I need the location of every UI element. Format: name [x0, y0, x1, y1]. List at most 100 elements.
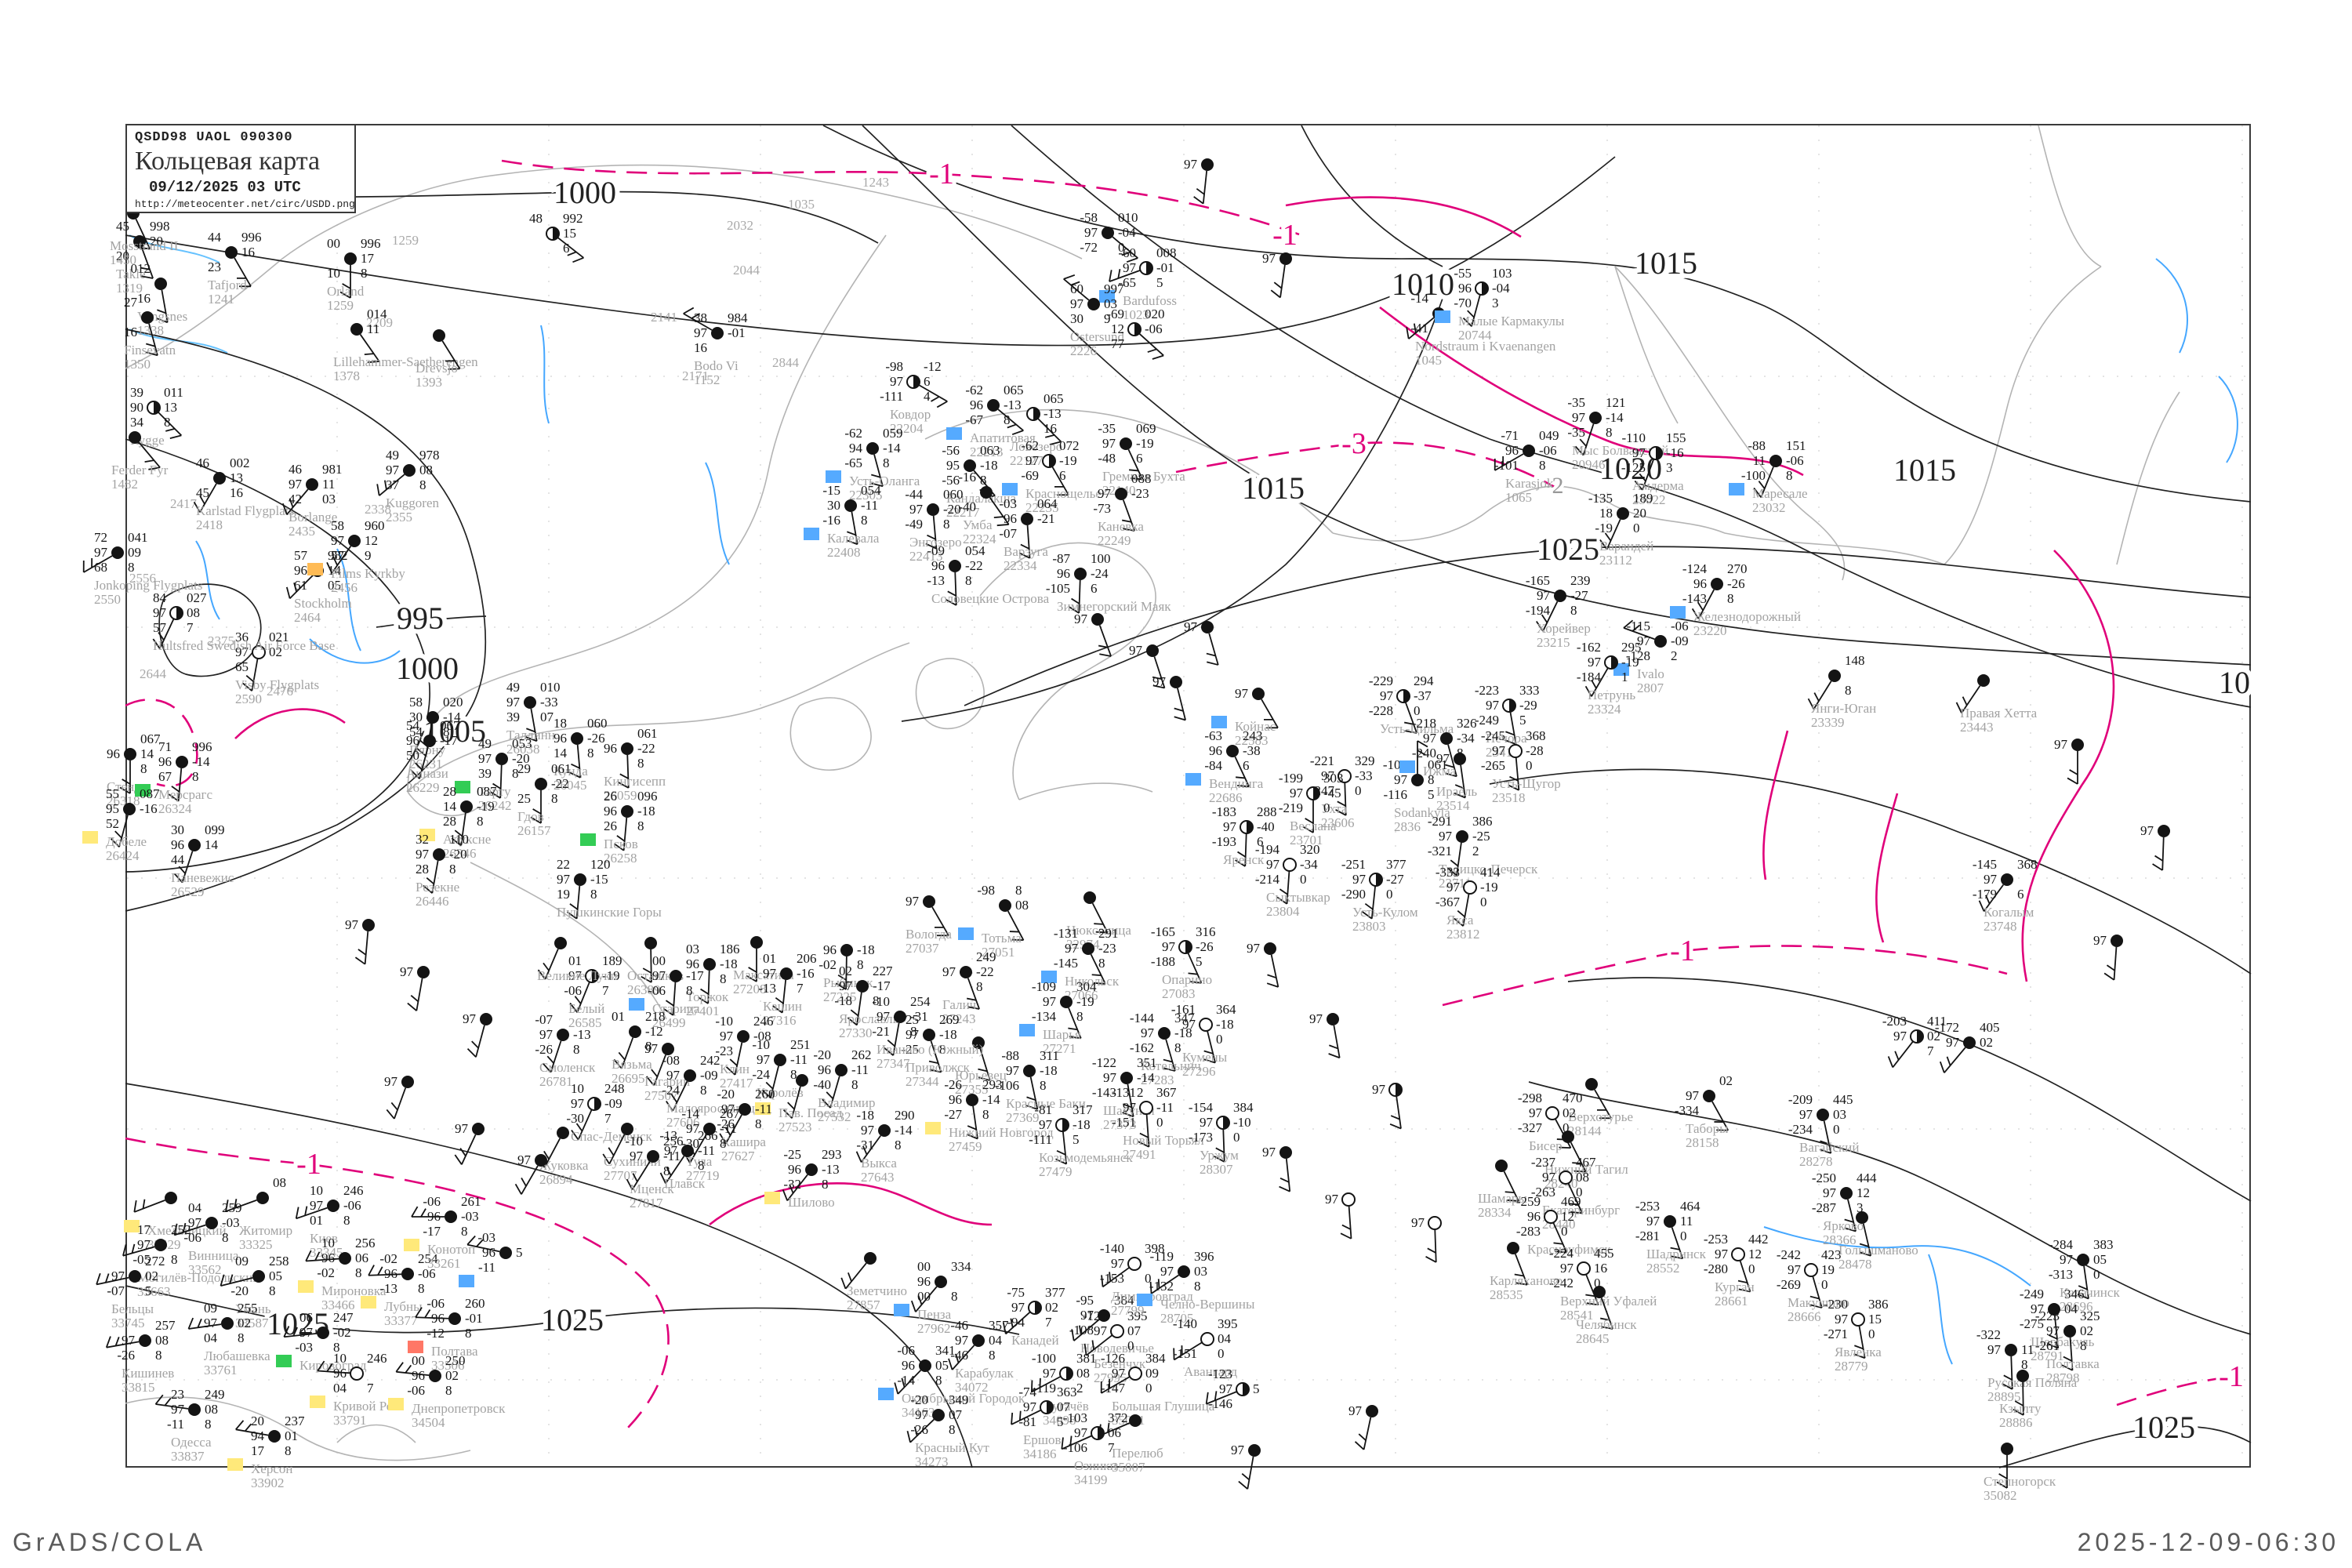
wind-barb-feather	[571, 763, 580, 769]
wind-barb	[1068, 1007, 1082, 1039]
wind-barb-feather	[871, 482, 884, 488]
wind-barb-feather	[367, 361, 379, 364]
station-id: 27355	[955, 1082, 989, 1097]
station-id: 27037	[906, 941, 939, 956]
station-value-right: 12	[1857, 1185, 1870, 1200]
wind-barb	[544, 949, 559, 980]
wind-barb	[284, 1332, 318, 1338]
station-name: Таллинн	[506, 728, 555, 742]
station-value-left: 96	[1209, 743, 1222, 758]
front-line	[1442, 945, 2008, 1007]
station-id: 23803	[1352, 919, 1386, 934]
wind-barb	[1582, 423, 1595, 456]
station-name: Хорейвер	[1537, 621, 1591, 636]
wind-barb-feather	[225, 1200, 229, 1212]
wind-barb	[1594, 1089, 1612, 1119]
station-name: Вязьма	[612, 1057, 652, 1072]
station-value-left: -333	[1436, 865, 1460, 880]
wind-barb-feather	[110, 837, 120, 848]
station-name: Пенза	[917, 1307, 952, 1322]
station-value-right: 014	[367, 307, 387, 321]
wind-barb	[1165, 1039, 1176, 1072]
station-value-right: 8	[822, 1177, 829, 1192]
station-name: Русская Поляна	[1987, 1375, 2078, 1390]
station-value-right: 03	[322, 492, 336, 506]
station-value-left: -131	[1054, 926, 1078, 941]
station-value-right: -03	[461, 1209, 479, 1224]
map-title: Кольцевая карта	[135, 147, 321, 176]
station-value-right: 258	[269, 1254, 289, 1269]
station-id: 35082	[1984, 1488, 2017, 1503]
cloud-cover-symbol	[1585, 1078, 1598, 1091]
station-name: Вагайский	[1799, 1140, 1860, 1155]
station-value-left: 97	[235, 644, 249, 659]
station-value-left: -242	[1549, 1276, 1573, 1290]
station-value-left: 55	[106, 786, 119, 801]
cloud-cover-symbol	[1440, 732, 1453, 745]
wind-barb-feather	[928, 1060, 938, 1065]
station-value-right: 110	[449, 832, 469, 847]
station-value-right: 053	[512, 736, 532, 751]
station-name: Kuggoren	[386, 495, 439, 510]
isobar-label: 1010	[1392, 267, 1454, 302]
station-name: Borlange	[289, 510, 337, 524]
wind-barb-feather	[410, 769, 420, 779]
wind-barb-feather	[1207, 661, 1219, 666]
station-value-left: 97	[1646, 1214, 1661, 1229]
isobar-label: 1025	[541, 1302, 604, 1338]
station-value-right: 251	[790, 1037, 811, 1052]
cloud-cover-half	[1376, 873, 1382, 886]
station-value-left: 97	[153, 605, 167, 620]
coastline	[2116, 391, 2180, 565]
station-value-left: 20	[251, 1414, 264, 1428]
station-value-right: 8	[140, 761, 147, 776]
station-value-left: 10	[321, 1236, 335, 1250]
station-value-left: -221	[1310, 753, 1334, 768]
station-value-left: -48	[1098, 451, 1116, 466]
station-value-right: 189	[1633, 491, 1653, 506]
wind-barb-feather	[122, 1244, 127, 1257]
station-value-left: -63	[1204, 728, 1222, 743]
station-value-left: 16	[124, 325, 137, 339]
cloud-cover-symbol	[856, 980, 869, 993]
station-value-right: 0	[1563, 1120, 1570, 1135]
station-value-left: -88	[1001, 1048, 1019, 1063]
isobar-label: 1025	[1537, 532, 1599, 567]
wind-barb-feather	[376, 484, 380, 496]
station-value-right: 254	[418, 1251, 438, 1266]
cloud-cover-symbol	[737, 1030, 750, 1043]
coastline	[407, 234, 887, 793]
station-value-left: 12	[1111, 321, 1124, 336]
isobar-label: 10	[2219, 665, 2250, 700]
station-value-right: 8	[1845, 683, 1852, 698]
station-value-right: 12	[365, 533, 378, 548]
station-value-left: 97	[630, 1149, 644, 1163]
cloud-cover-half	[1146, 262, 1152, 274]
station-value-right: 0	[1145, 1381, 1152, 1396]
station-value-left: 97	[1411, 1215, 1425, 1230]
station-id: 27316	[763, 1013, 797, 1028]
station-value-right: 8	[443, 724, 450, 739]
precip-marker	[580, 833, 596, 846]
wind-barb-feather	[152, 638, 161, 649]
station-value-right: 8	[512, 766, 519, 781]
wind-barb-feather	[1302, 826, 1314, 833]
station-value-left: -26	[535, 1042, 553, 1057]
station-name: Шадринск	[1646, 1247, 1707, 1261]
wind-barb	[158, 412, 182, 436]
station-value-right: 8	[1428, 772, 1435, 787]
station-value-right: -11	[851, 1062, 869, 1077]
station-value-left: -100	[1741, 468, 1766, 483]
station-name: Котельнич	[1141, 1058, 1201, 1073]
wind-barb	[979, 1048, 991, 1081]
wind-barb-feather	[514, 1183, 522, 1195]
station-value-right: 08	[273, 1175, 286, 1190]
